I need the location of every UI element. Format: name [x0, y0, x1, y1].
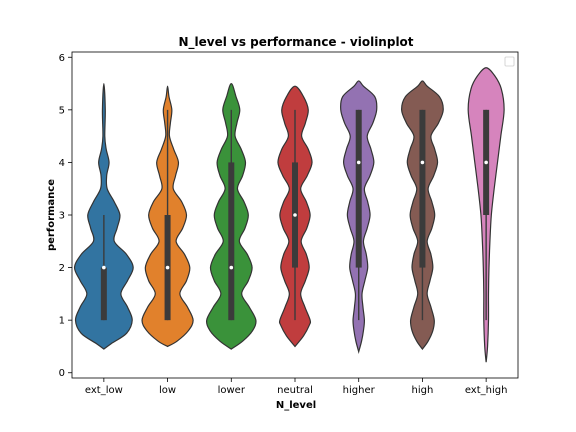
y-axis-label: performance: [46, 179, 57, 251]
x-axis-label: N_level: [276, 400, 316, 411]
violin-median-low: [165, 265, 170, 270]
y-tick-label: 4: [59, 158, 65, 169]
violin-box-high: [419, 109, 426, 268]
violin-ext_low: [73, 82, 134, 350]
violin-box-higher: [355, 109, 362, 268]
y-axis: 0 1 2 3 4 5 6: [59, 53, 72, 379]
x-tick-label-ext_high: ext_high: [465, 385, 508, 396]
x-tick-label-ext_low: ext_low: [85, 385, 123, 396]
x-tick-label-higher: higher: [343, 385, 376, 396]
y-tick-label: 5: [59, 105, 65, 116]
violin-higher: [340, 80, 378, 354]
violin-neutral: [277, 85, 313, 348]
x-tick-label-high: high: [412, 385, 434, 396]
violin-low: [141, 85, 194, 348]
violin-median-ext_high: [484, 160, 488, 165]
x-axis: ext_low low lower neutral higher high ext_high: [85, 378, 508, 396]
violin-box-ext_low: [100, 267, 107, 321]
violin-median-higher: [356, 160, 361, 165]
plot-area: [73, 67, 505, 363]
chart-title: N_level vs performance - violinplot: [178, 35, 413, 50]
violin-median-neutral: [293, 213, 297, 217]
x-tick-label-low: low: [159, 385, 176, 396]
violin-median-lower: [229, 265, 234, 270]
legend-box: [504, 56, 515, 67]
y-tick-label: 0: [59, 368, 65, 379]
y-tick-label: 1: [59, 316, 65, 327]
x-tick-label-lower: lower: [218, 385, 246, 396]
y-tick-label: 2: [59, 263, 65, 274]
violin-median-ext_low: [102, 265, 106, 270]
violin-high: [401, 80, 444, 351]
violin-median-high: [420, 160, 425, 165]
x-tick-label-neutral: neutral: [277, 385, 313, 396]
y-tick-label: 3: [59, 211, 65, 222]
y-tick-label: 6: [59, 53, 65, 64]
violin-box-lower: [228, 162, 235, 321]
violin-ext_high: [467, 67, 505, 363]
violin-lower: [205, 82, 257, 350]
